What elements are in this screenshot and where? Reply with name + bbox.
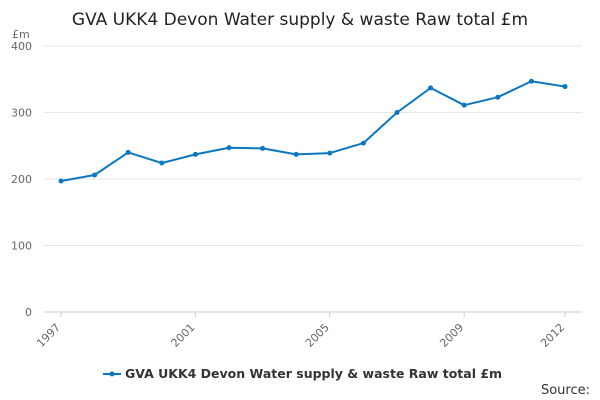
legend[interactable]: GVA UKK4 Devon Water supply & waste Raw …	[103, 366, 502, 381]
y-tick-label: 400	[11, 40, 32, 53]
series-line	[60, 80, 566, 182]
data-point[interactable]	[360, 140, 366, 146]
x-axis-ticks: 1997 2001 2005 2009 2012	[34, 312, 567, 350]
y-axis-unit-label: £m	[12, 28, 30, 41]
data-point[interactable]	[58, 178, 64, 184]
chart-title: GVA UKK4 Devon Water supply & waste Raw …	[72, 10, 528, 30]
y-axis-ticks: 0 100 200 300 400	[11, 40, 32, 319]
data-point[interactable]	[428, 85, 434, 91]
source-label[interactable]: Source:	[541, 383, 590, 398]
data-point[interactable]	[293, 151, 299, 157]
y-tick-label: 300	[11, 107, 32, 120]
data-point[interactable]	[394, 110, 400, 115]
data-point[interactable]	[260, 145, 266, 151]
data-point[interactable]	[562, 84, 568, 90]
x-tick-label: 1997	[34, 321, 63, 350]
y-tick-label: 0	[25, 306, 32, 319]
data-point[interactable]	[528, 78, 534, 84]
data-point[interactable]	[327, 150, 333, 156]
data-point[interactable]	[461, 102, 467, 108]
data-point[interactable]	[125, 149, 131, 155]
legend-label: GVA UKK4 Devon Water supply & waste Raw …	[125, 366, 502, 381]
y-tick-label: 100	[11, 240, 32, 253]
data-point[interactable]	[192, 151, 198, 157]
y-tick-label: 200	[11, 173, 32, 186]
legend-point-marker	[109, 371, 115, 377]
data-point[interactable]	[159, 160, 165, 166]
data-series	[58, 78, 568, 184]
x-tick-label: 2009	[437, 321, 466, 350]
x-tick-label: 2012	[538, 321, 567, 350]
data-point[interactable]	[495, 94, 501, 100]
x-tick-label: 2001	[169, 321, 198, 350]
data-point[interactable]	[226, 145, 232, 151]
x-tick-label: 2005	[303, 321, 332, 350]
gridlines	[44, 45, 582, 313]
data-point[interactable]	[92, 172, 98, 178]
